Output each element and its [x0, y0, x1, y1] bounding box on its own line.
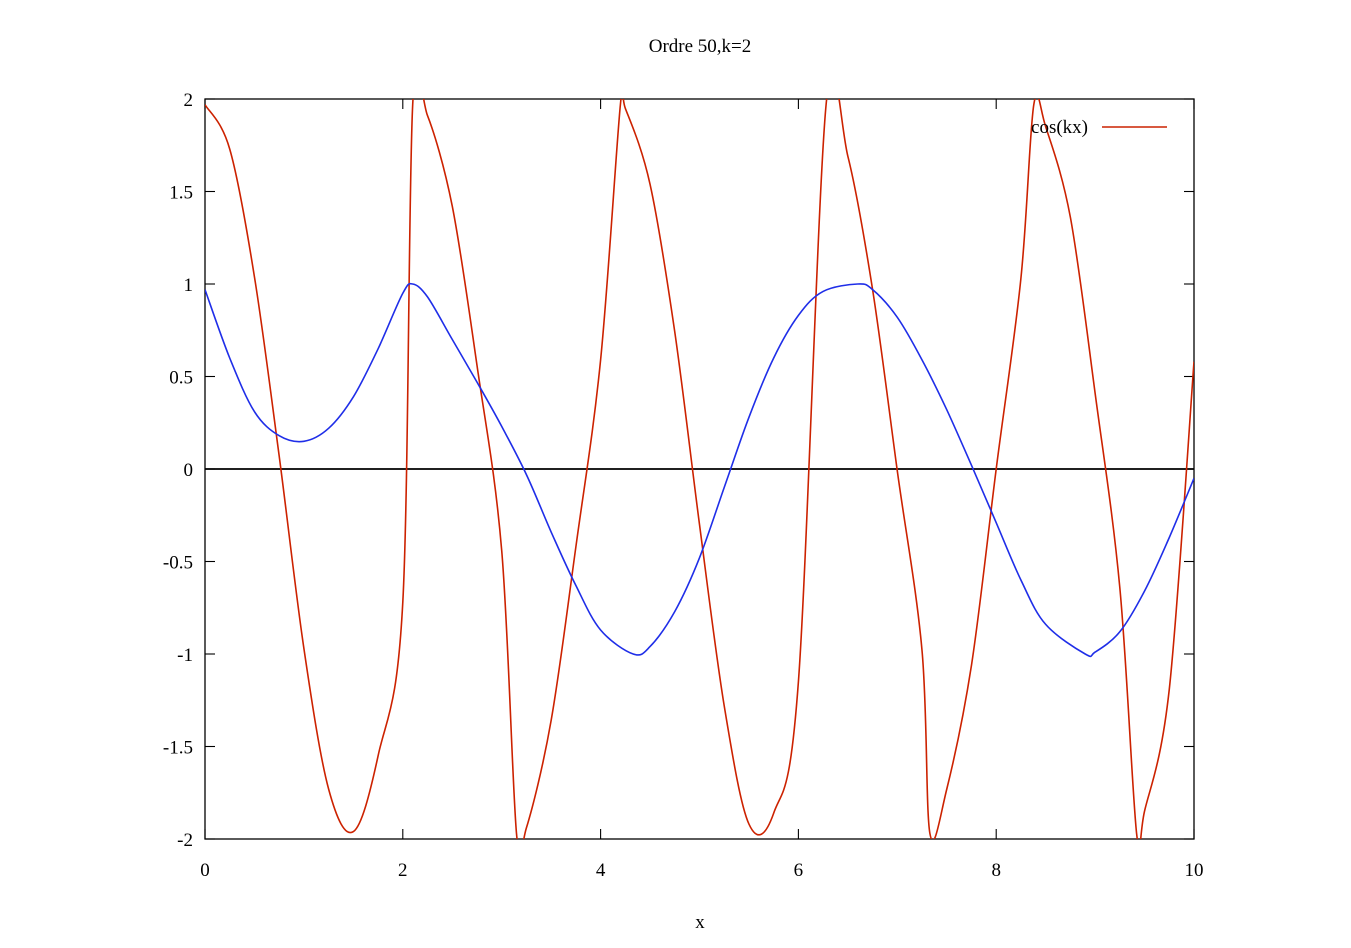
chart-title: Ordre 50,k=2: [649, 36, 752, 57]
y-tick-label: 2: [184, 90, 194, 111]
x-tick-label: 8: [991, 860, 1001, 881]
series-line-cos-kx: [205, 99, 1194, 839]
legend-label: cos(kx): [1031, 117, 1088, 138]
y-tick-label: 0.5: [169, 368, 193, 389]
y-tick-label: -1: [177, 645, 193, 666]
y-tick-label: -0.5: [163, 553, 193, 574]
x-tick-label: 2: [398, 860, 408, 881]
x-axis-label: x: [695, 912, 705, 933]
plot-area: -2 -1.5 -1 -0.5 0 0.5 1 1.5 2 0 2 4 6 8 10: [163, 90, 1204, 881]
x-tick-label: 6: [794, 860, 804, 881]
y-tick-label: 1.5: [169, 183, 193, 204]
y-tick-label: 1: [184, 275, 194, 296]
x-tick-label: 10: [1185, 860, 1204, 881]
legend: cos(kx): [1031, 117, 1167, 138]
x-tick-label: 4: [596, 860, 606, 881]
x-tick-label: 0: [200, 860, 210, 881]
y-tick-label: -2: [177, 830, 193, 851]
y-tick-label: 0: [184, 460, 194, 481]
series-line-approximation: [205, 282, 1194, 658]
y-tick-label: -1.5: [163, 738, 193, 759]
